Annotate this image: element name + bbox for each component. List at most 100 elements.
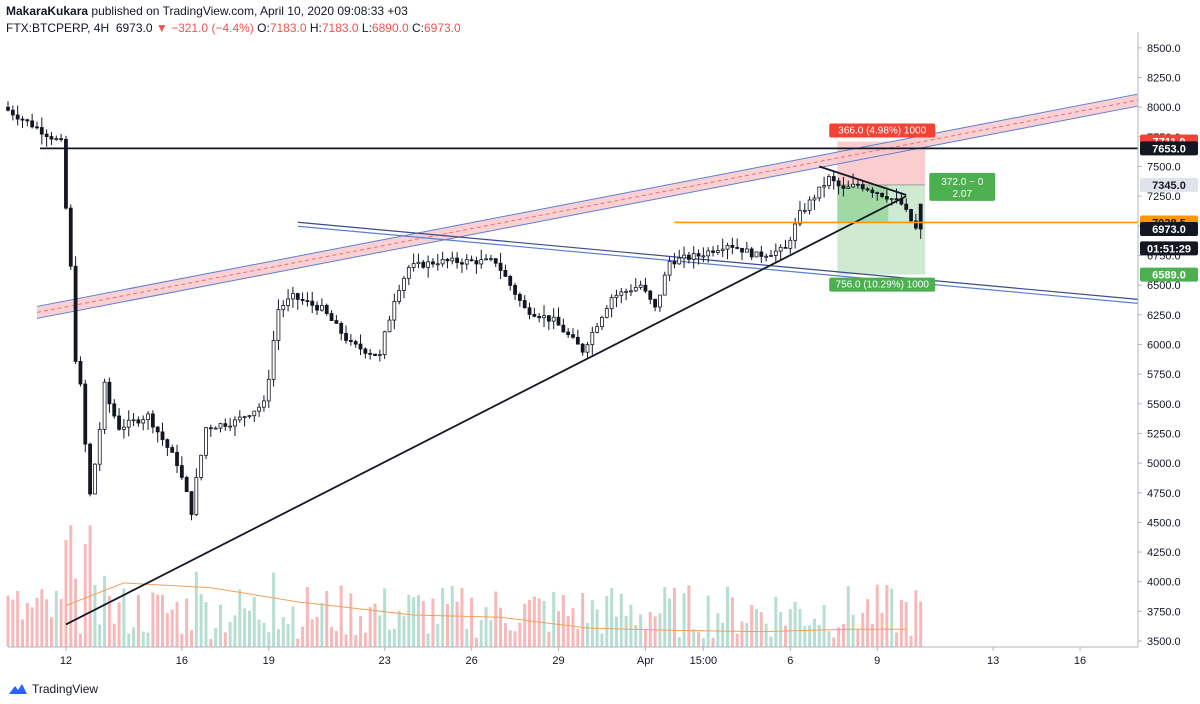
volume-bar: [697, 632, 701, 647]
volume-bar: [832, 637, 836, 647]
volume-bar: [856, 629, 860, 647]
volume-bar: [474, 637, 478, 647]
volume-bar: [127, 633, 131, 647]
volume-bar: [59, 599, 63, 647]
falling-channel-upper[interactable]: [297, 221, 1139, 300]
candle-body: [764, 255, 769, 258]
volume-bar: [489, 620, 493, 647]
candle-body: [373, 353, 377, 356]
volume-bar: [503, 622, 507, 647]
volume-bar: [78, 633, 82, 647]
candle-body: [59, 138, 64, 140]
volume-bar: [605, 596, 609, 647]
volume-bar: [711, 637, 715, 647]
footer-brand[interactable]: TradingView: [32, 682, 99, 696]
candle-body: [604, 308, 609, 318]
volume-bar: [581, 592, 585, 647]
footer: TradingView: [8, 681, 98, 697]
volume-bar: [247, 610, 251, 647]
volume-bar: [214, 627, 218, 647]
volume-bar: [904, 601, 908, 647]
y-tick-label: 4250.0: [1147, 547, 1181, 559]
volume-bar: [774, 596, 778, 647]
candle-body: [165, 439, 170, 448]
y-tick-label: 5250.0: [1147, 428, 1181, 440]
rising-channel-upper[interactable]: [36, 93, 1139, 307]
candle-body: [233, 419, 237, 427]
volume-bar: [571, 607, 575, 647]
low-label: L:: [361, 21, 372, 35]
price-tag-label: 6589.0: [1152, 270, 1186, 282]
volume-bar: [663, 587, 667, 647]
volume-bar: [103, 575, 107, 647]
candle-body: [889, 198, 894, 201]
candle-body: [682, 254, 686, 259]
price-tag-label: 01:51:29: [1147, 243, 1191, 255]
high-value: 7183.0: [321, 21, 359, 35]
trendline-drawings[interactable]: [40, 147, 1138, 626]
candle-body: [527, 307, 532, 315]
volume-bar: [412, 597, 416, 647]
volume-bar: [151, 592, 155, 647]
volume-bar: [585, 622, 589, 647]
price-tag: [1140, 141, 1198, 156]
candle-body: [344, 332, 348, 341]
candle-body: [720, 248, 725, 251]
candle-body: [517, 294, 522, 301]
candle-body: [503, 270, 508, 277]
volume-bar: [827, 631, 831, 647]
ascending-support-line[interactable]: [65, 195, 907, 626]
volume-bar: [875, 584, 879, 647]
volume-bar: [387, 629, 391, 647]
candle-body: [667, 261, 672, 276]
volume-bar: [30, 607, 34, 647]
candle-body: [894, 198, 899, 201]
x-tick-label: 16: [1074, 655, 1086, 667]
volume-bar: [11, 599, 15, 647]
candle-body: [411, 263, 416, 268]
candle-body: [484, 258, 488, 261]
volume-bar: [165, 613, 169, 647]
volume-bar: [523, 603, 527, 647]
volume-bar: [98, 624, 102, 647]
symbol-label[interactable]: FTX:BTCPERP, 4H: [6, 21, 110, 35]
volume-bar: [653, 616, 657, 647]
volume-bar: [798, 609, 802, 647]
volume-bar: [180, 633, 184, 647]
falling-channel-lower[interactable]: [297, 225, 1139, 304]
candle-body: [687, 254, 691, 260]
candle-body: [431, 261, 435, 265]
candle-body: [416, 261, 421, 265]
rising-channel-lower[interactable]: [36, 105, 1139, 319]
candle-body: [295, 293, 300, 300]
volume-bar: [590, 600, 594, 647]
candle-body: [817, 186, 822, 199]
candle-body: [208, 427, 213, 430]
candle-body: [469, 259, 474, 262]
volume-bar: [441, 587, 445, 647]
volume-bar: [557, 611, 561, 647]
x-tick-label: 13: [987, 655, 999, 667]
channel-drawings[interactable]: [36, 93, 1139, 319]
candle-body: [546, 315, 551, 322]
volume-bar: [190, 630, 194, 647]
triangle-top-line[interactable]: [819, 165, 907, 196]
author-name[interactable]: MakaraKukara: [6, 4, 89, 18]
volume-bar: [769, 636, 773, 647]
candle-body: [696, 253, 701, 257]
volume-bar: [716, 613, 720, 647]
volume-bar: [639, 614, 643, 647]
candle-body: [324, 304, 329, 314]
tradingview-logo-icon: [9, 684, 27, 694]
candle-body: [575, 336, 580, 345]
volume-bar: [354, 635, 358, 647]
candle-body: [479, 259, 484, 265]
candle-body: [107, 381, 112, 405]
ratio-line1: 372.0 ~ 0: [941, 177, 983, 188]
candle-body: [286, 298, 290, 306]
volume-bar: [494, 591, 498, 647]
volume-bar: [764, 623, 768, 647]
candle-body: [619, 291, 624, 296]
candle-body: [6, 106, 10, 111]
